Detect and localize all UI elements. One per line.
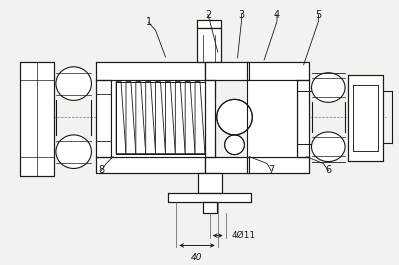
Ellipse shape	[225, 135, 245, 155]
Text: 4: 4	[274, 10, 280, 20]
Polygon shape	[126, 82, 136, 154]
Polygon shape	[205, 157, 249, 173]
Ellipse shape	[56, 135, 91, 169]
Text: 2: 2	[205, 10, 211, 20]
Text: 8: 8	[98, 165, 105, 175]
Text: 5: 5	[315, 10, 322, 20]
Polygon shape	[247, 157, 308, 173]
Text: 3: 3	[238, 10, 245, 20]
Polygon shape	[116, 82, 126, 154]
Ellipse shape	[312, 73, 345, 102]
Polygon shape	[185, 82, 195, 154]
Ellipse shape	[312, 132, 345, 162]
Ellipse shape	[56, 67, 91, 100]
Ellipse shape	[217, 99, 252, 135]
Polygon shape	[205, 80, 215, 157]
Polygon shape	[198, 173, 222, 193]
Polygon shape	[195, 82, 205, 154]
Polygon shape	[111, 80, 215, 157]
Polygon shape	[197, 28, 221, 62]
Polygon shape	[166, 82, 175, 154]
Text: 1: 1	[146, 17, 152, 27]
Polygon shape	[247, 62, 308, 80]
Polygon shape	[205, 62, 249, 80]
Polygon shape	[97, 157, 205, 173]
Polygon shape	[247, 80, 297, 157]
Polygon shape	[348, 75, 383, 161]
Text: 6: 6	[325, 165, 331, 175]
Polygon shape	[146, 82, 156, 154]
Polygon shape	[136, 82, 146, 154]
Text: 40: 40	[191, 253, 203, 262]
Polygon shape	[156, 82, 166, 154]
Polygon shape	[175, 82, 185, 154]
Polygon shape	[203, 202, 217, 213]
Polygon shape	[353, 85, 377, 151]
Polygon shape	[197, 20, 221, 28]
Polygon shape	[297, 80, 308, 157]
Polygon shape	[97, 62, 205, 80]
Polygon shape	[97, 80, 111, 157]
Text: 4Ø11: 4Ø11	[231, 231, 256, 240]
Polygon shape	[20, 62, 54, 176]
Polygon shape	[168, 193, 251, 202]
Text: 7: 7	[268, 165, 274, 175]
